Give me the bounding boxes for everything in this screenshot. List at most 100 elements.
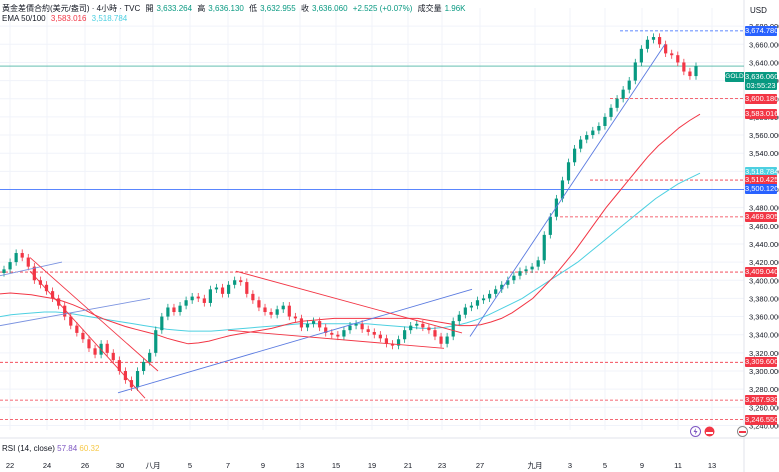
x-tick-label: 21 xyxy=(404,461,412,470)
close-label: 收 xyxy=(300,4,309,13)
candle-body xyxy=(603,116,607,126)
candle-body xyxy=(463,307,467,315)
candle-body xyxy=(627,80,631,90)
candle-body xyxy=(318,321,322,328)
candle-body xyxy=(299,318,304,328)
candle-body xyxy=(190,296,194,301)
lightning-icon[interactable] xyxy=(690,426,701,439)
currency-label: USD xyxy=(750,6,767,15)
symbol-title[interactable]: 黃金差價合約(美元/盎司) · 4小時 · TVC xyxy=(2,4,141,13)
candle-body xyxy=(178,305,182,313)
ema50-value: 3,583.016 xyxy=(50,14,87,23)
candle-body xyxy=(269,312,273,315)
x-tick-label: 5 xyxy=(188,461,192,470)
y-tick-label: 3,640.000 xyxy=(749,58,779,67)
candle-body xyxy=(2,269,6,273)
candle-body xyxy=(548,216,552,235)
candle-body xyxy=(481,298,486,301)
candle-body xyxy=(615,98,619,108)
flag-icon[interactable] xyxy=(704,426,715,439)
last-price-tag: 3,636.060 03:55:23 xyxy=(745,72,779,90)
candle-body xyxy=(311,321,316,324)
flag-icon-right[interactable] xyxy=(737,426,748,439)
x-tick-label: 19 xyxy=(368,461,376,470)
y-tick-label: 3,540.000 xyxy=(749,149,779,158)
y-tick-label: 3,460.000 xyxy=(749,222,779,231)
candle-body xyxy=(451,321,455,337)
candle-body xyxy=(81,332,85,340)
candle-body xyxy=(63,305,67,317)
candle-body xyxy=(384,338,389,344)
candle-body xyxy=(281,305,285,310)
price-tag: 3,583.016 xyxy=(745,109,779,120)
x-tick-label: 9 xyxy=(640,461,644,470)
candle-body xyxy=(135,371,140,388)
y-tick-label: 3,300.000 xyxy=(749,367,779,376)
candle-body xyxy=(220,287,225,294)
candle-body xyxy=(348,325,352,331)
candle-body xyxy=(639,48,643,63)
candle-body xyxy=(166,307,170,317)
candle-body xyxy=(494,289,498,294)
price-tag: 3,469.805 xyxy=(745,211,779,222)
candle-body xyxy=(324,327,328,333)
x-tick-label: 5 xyxy=(603,461,607,470)
candle-body xyxy=(160,316,164,331)
candle-body xyxy=(105,343,109,353)
candle-body xyxy=(57,298,61,306)
y-tick-label: 3,560.000 xyxy=(749,131,779,140)
x-tick-label: 15 xyxy=(332,461,340,470)
candle-body xyxy=(676,55,680,63)
trendline xyxy=(469,44,666,337)
volume-label: 成交量 xyxy=(417,4,442,13)
x-tick-label: 九月 xyxy=(528,461,543,470)
candle-body xyxy=(415,323,419,326)
trendline xyxy=(0,261,63,277)
candle-body xyxy=(20,253,24,258)
high-label: 高 xyxy=(197,4,206,13)
price-tag: 3,518.784 xyxy=(745,167,779,178)
candle-body xyxy=(117,360,121,372)
candle-body xyxy=(530,266,534,270)
trendline xyxy=(117,288,473,394)
candle-body xyxy=(239,280,243,283)
y-tick-label: 3,480.000 xyxy=(749,204,779,213)
candle-body xyxy=(196,296,200,299)
ema-legend[interactable]: EMA 50/100 3,583.016 3,518.784 xyxy=(2,14,130,23)
candle-body xyxy=(378,334,382,339)
x-tick-label: 30 xyxy=(116,461,124,470)
candle-body xyxy=(50,291,55,299)
symbol-price-label: GOLD xyxy=(725,72,744,82)
candle-body xyxy=(682,62,686,72)
candle-body xyxy=(330,332,334,335)
x-tick-label: 27 xyxy=(476,461,484,470)
last-price: 3,636.060 xyxy=(745,72,779,81)
x-tick-label: 3 xyxy=(568,461,572,470)
candle-body xyxy=(366,329,370,332)
candle-body xyxy=(184,300,188,306)
low-label: 低 xyxy=(249,4,258,13)
y-tick-label: 3,260.000 xyxy=(749,403,779,412)
candle-body xyxy=(585,135,589,140)
candle-body xyxy=(44,284,49,292)
open-label: 開 xyxy=(145,4,154,13)
candle-body xyxy=(688,71,692,77)
price-tag: 3,409.040 xyxy=(745,267,779,278)
candle-body xyxy=(123,371,128,381)
candle-body xyxy=(75,325,79,333)
candle-body xyxy=(664,44,668,54)
rsi-legend[interactable]: RSI (14, close) 57.84 60.32 xyxy=(2,444,99,453)
candle-body xyxy=(32,266,36,281)
candle-body xyxy=(421,323,425,328)
candle-body xyxy=(500,284,504,290)
candle-body xyxy=(275,309,279,315)
candle-body xyxy=(403,330,407,340)
low-value: 3,632.955 xyxy=(260,4,296,13)
candle-body xyxy=(591,130,595,136)
y-tick-label: 3,440.000 xyxy=(749,240,779,249)
candle-body xyxy=(609,107,613,117)
rsi-ma-value: 60.32 xyxy=(79,444,100,453)
symbol-header: 黃金差價合約(美元/盎司) · 4小時 · TVC 開 3,633.264 高 3,… xyxy=(2,3,469,14)
candle-body xyxy=(597,125,601,131)
